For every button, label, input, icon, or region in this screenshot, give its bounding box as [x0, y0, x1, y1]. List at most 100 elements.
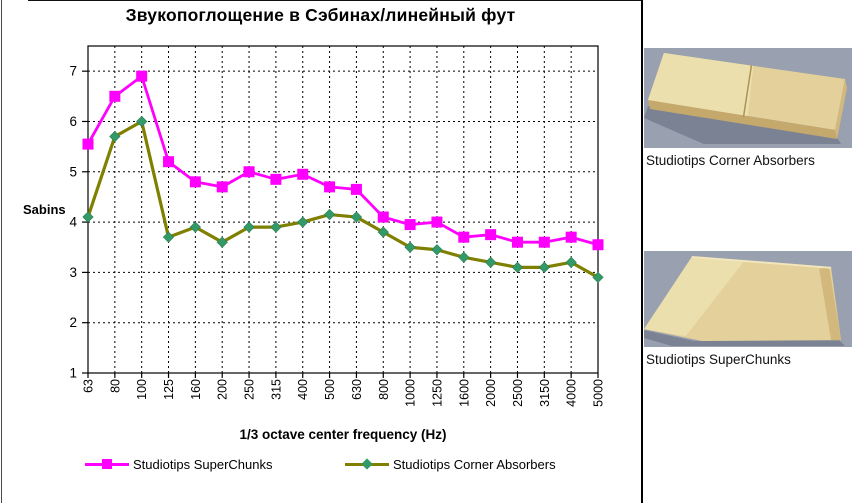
data-point — [565, 256, 577, 268]
data-point — [323, 208, 336, 221]
x-tick-label: 3150 — [538, 379, 552, 407]
y-tick-label: 5 — [69, 164, 77, 179]
diamond-marker-icon — [361, 458, 373, 470]
legend-item-superchunks: Studiotips SuperChunks — [85, 456, 272, 472]
data-point — [458, 231, 470, 243]
data-point — [458, 251, 470, 263]
x-tick-label: 80 — [108, 379, 122, 393]
data-point — [350, 183, 362, 195]
left-border — [1, 0, 2, 503]
x-tick-label: 2000 — [484, 379, 498, 407]
data-point — [431, 216, 443, 228]
legend-item-corner-absorbers: Studiotips Corner Absorbers — [345, 456, 556, 472]
x-tick-label: 315 — [269, 379, 283, 400]
y-tick-label: 6 — [69, 114, 77, 129]
data-point — [485, 256, 497, 268]
data-point — [297, 168, 309, 180]
data-point — [377, 211, 389, 223]
data-point — [431, 244, 443, 256]
plot-border — [87, 45, 599, 374]
corner-absorbers-photo — [644, 48, 852, 148]
y-tick-label: 1 — [69, 366, 77, 381]
data-point — [109, 90, 121, 102]
data-point — [538, 236, 550, 248]
data-point — [404, 241, 416, 253]
data-point — [565, 231, 577, 243]
x-tick-label: 5000 — [592, 379, 606, 407]
y-axis: 1 2 3 4 5 6 7 — [69, 64, 88, 381]
gridlines — [88, 46, 598, 373]
data-point — [485, 229, 497, 241]
data-point — [404, 219, 416, 231]
data-point — [189, 176, 201, 188]
data-point — [216, 236, 228, 248]
data-point — [538, 261, 550, 273]
data-point — [270, 173, 282, 185]
wedge-right-edge — [819, 266, 842, 341]
data-point — [243, 166, 255, 178]
data-point — [136, 115, 148, 128]
chart-title: Звукопоглощение в Сэбинах/линейный фут — [125, 5, 516, 25]
y-tick-label: 4 — [69, 215, 77, 230]
panel-divider — [641, 0, 643, 503]
data-point — [350, 211, 363, 223]
x-tick-label: 4000 — [565, 379, 579, 407]
board-seam — [742, 64, 753, 118]
data-point — [136, 70, 148, 82]
data-point — [216, 181, 228, 193]
series-studiotips-superchunks — [82, 70, 604, 251]
x-tick-label: 630 — [350, 379, 364, 400]
data-point — [189, 221, 201, 233]
photo-caption: Studiotips Corner Absorbers — [646, 153, 815, 168]
wedge-left-slope — [644, 256, 744, 337]
data-point — [109, 130, 121, 143]
x-tick-label: 100 — [135, 379, 149, 400]
data-point — [511, 236, 523, 248]
data-point — [270, 221, 282, 233]
product-photos-panel: Studiotips Corner Absorbers Studiotips S… — [643, 0, 852, 503]
x-tick-label: 1250 — [430, 379, 444, 407]
x-axis: 63 80 100 125 160 200 250 315 400 500 630 800 1000 12… — [82, 373, 606, 407]
legend-label: Studiotips Corner Absorbers — [393, 456, 556, 472]
x-tick-label: 160 — [189, 379, 203, 400]
superchunks-photo — [644, 251, 852, 347]
data-point — [162, 231, 175, 243]
data-point — [592, 239, 604, 251]
flat-board-front-edge — [647, 100, 838, 139]
x-tick-label: 63 — [82, 379, 96, 393]
absorption-line-chart: 1 2 3 4 5 6 7 63 80 100 125 160 200 250 315 400 500 630 80… — [69, 45, 606, 407]
y-axis-title: Sabins — [23, 202, 66, 217]
data-point — [82, 211, 94, 223]
top-border — [28, 0, 641, 1]
wedge-apex-highlight — [691, 255, 832, 269]
legend-swatch-corner-absorbers — [345, 456, 389, 472]
x-axis-title: 1/3 octave center frequency (Hz) — [239, 427, 447, 442]
series-studiotips-corner-absorbers — [82, 115, 604, 284]
flat-board-left-half — [647, 53, 754, 118]
x-tick-label: 250 — [243, 379, 257, 400]
x-tick-label: 2500 — [511, 379, 525, 407]
data-point — [82, 138, 94, 150]
data-point — [243, 221, 255, 233]
x-tick-label: 1600 — [457, 379, 471, 407]
x-tick-label: 400 — [296, 379, 310, 400]
x-tick-label: 125 — [162, 379, 176, 400]
x-tick-label: 800 — [377, 379, 391, 400]
data-point — [511, 261, 524, 273]
y-tick-label: 2 — [69, 315, 77, 330]
data-point — [297, 216, 309, 228]
flat-board-end — [835, 79, 848, 139]
data-point — [163, 156, 175, 168]
x-tick-label: 500 — [323, 379, 337, 400]
legend-label: Studiotips SuperChunks — [133, 456, 273, 472]
x-tick-label: 1000 — [404, 379, 418, 407]
wedge-shadow — [644, 330, 846, 347]
photo-caption: Studiotips SuperChunks — [646, 352, 791, 367]
x-tick-label: 200 — [216, 379, 230, 400]
square-marker-icon — [102, 459, 112, 469]
chart-panel: 1 2 3 4 5 6 7 63 80 100 125 160 200 250 315 400 500 630 80… — [23, 5, 606, 472]
y-tick-label: 7 — [69, 64, 77, 79]
data-point — [592, 271, 604, 284]
y-tick-label: 3 — [69, 265, 77, 280]
